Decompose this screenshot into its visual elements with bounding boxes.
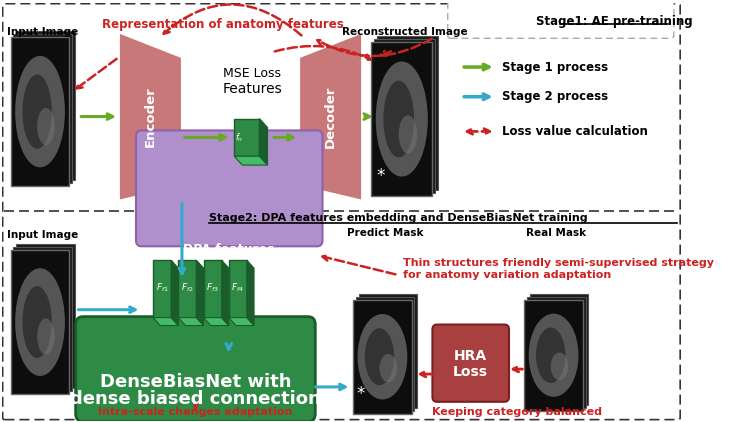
FancyBboxPatch shape xyxy=(11,250,69,394)
FancyBboxPatch shape xyxy=(448,0,674,38)
Text: Decoder: Decoder xyxy=(324,85,337,148)
FancyBboxPatch shape xyxy=(153,260,171,318)
Text: $f_n$: $f_n$ xyxy=(234,131,243,143)
FancyBboxPatch shape xyxy=(136,130,323,246)
FancyBboxPatch shape xyxy=(356,297,415,411)
Ellipse shape xyxy=(550,352,569,380)
Text: Reconstructed Image: Reconstructed Image xyxy=(342,27,467,38)
Text: *: * xyxy=(356,385,364,403)
Text: $F_{f3}$: $F_{f3}$ xyxy=(206,281,219,294)
Text: $F_{f1}$: $F_{f1}$ xyxy=(155,281,169,294)
Text: Representation of anatomy features: Representation of anatomy features xyxy=(102,18,343,30)
Text: DenseBiasNet with: DenseBiasNet with xyxy=(100,373,291,391)
FancyBboxPatch shape xyxy=(179,260,196,318)
Text: Thin structures friendly semi-supervised strategy
for anatomy variation adaptati: Thin structures friendly semi-supervised… xyxy=(403,258,714,280)
Ellipse shape xyxy=(23,286,52,358)
FancyBboxPatch shape xyxy=(228,260,247,318)
Polygon shape xyxy=(222,260,228,325)
FancyBboxPatch shape xyxy=(376,36,438,190)
Polygon shape xyxy=(228,318,254,325)
Polygon shape xyxy=(259,119,268,165)
FancyBboxPatch shape xyxy=(14,247,72,391)
Ellipse shape xyxy=(37,108,55,145)
Text: Keeping category balanced: Keeping category balanced xyxy=(432,407,602,417)
Ellipse shape xyxy=(15,56,65,168)
FancyBboxPatch shape xyxy=(75,316,315,422)
Text: Input Image: Input Image xyxy=(7,27,78,38)
Ellipse shape xyxy=(15,268,65,376)
Polygon shape xyxy=(153,318,179,325)
FancyBboxPatch shape xyxy=(16,31,75,180)
Ellipse shape xyxy=(357,314,407,400)
FancyBboxPatch shape xyxy=(204,260,222,318)
Text: $F_{f4}$: $F_{f4}$ xyxy=(231,281,244,294)
Text: Encoder: Encoder xyxy=(144,86,157,147)
Text: dense biased connection: dense biased connection xyxy=(70,390,321,408)
Polygon shape xyxy=(171,260,179,325)
Ellipse shape xyxy=(37,319,55,354)
Text: Intra-scale changes adaptation: Intra-scale changes adaptation xyxy=(98,407,293,417)
Polygon shape xyxy=(234,156,268,165)
FancyBboxPatch shape xyxy=(359,294,417,408)
FancyBboxPatch shape xyxy=(524,300,583,411)
Text: Stage 2 process: Stage 2 process xyxy=(502,90,608,103)
Polygon shape xyxy=(179,318,204,325)
Ellipse shape xyxy=(379,354,397,382)
FancyBboxPatch shape xyxy=(353,300,412,414)
Text: Features: Features xyxy=(222,82,282,96)
Ellipse shape xyxy=(383,81,414,157)
FancyBboxPatch shape xyxy=(432,325,509,402)
Ellipse shape xyxy=(23,74,52,149)
Text: Stage 1 process: Stage 1 process xyxy=(502,60,608,73)
Ellipse shape xyxy=(365,328,394,385)
FancyBboxPatch shape xyxy=(14,34,72,183)
Polygon shape xyxy=(119,32,182,201)
Polygon shape xyxy=(204,318,228,325)
FancyBboxPatch shape xyxy=(530,294,588,405)
Polygon shape xyxy=(196,260,204,325)
Text: $F_{f2}$: $F_{f2}$ xyxy=(181,281,194,294)
Text: Stage2: DPA features embedding and DenseBiasNet training: Stage2: DPA features embedding and Dense… xyxy=(209,213,587,223)
Text: Predict Mask: Predict Mask xyxy=(347,228,423,238)
Ellipse shape xyxy=(375,62,428,177)
Ellipse shape xyxy=(529,314,578,397)
Text: MSE Loss: MSE Loss xyxy=(223,67,281,80)
FancyBboxPatch shape xyxy=(374,39,435,193)
Polygon shape xyxy=(247,260,254,325)
Text: Loss value calculation: Loss value calculation xyxy=(502,125,648,138)
FancyBboxPatch shape xyxy=(371,42,432,196)
Text: *: * xyxy=(376,167,385,185)
FancyBboxPatch shape xyxy=(527,297,586,408)
Ellipse shape xyxy=(399,115,417,154)
Text: Input Image: Input Image xyxy=(7,230,78,241)
FancyBboxPatch shape xyxy=(16,244,75,388)
FancyBboxPatch shape xyxy=(234,119,259,156)
Text: Stage1: AE pre-training: Stage1: AE pre-training xyxy=(536,15,693,27)
Text: DPA features: DPA features xyxy=(183,243,275,256)
Ellipse shape xyxy=(536,327,566,383)
Text: Real Mask: Real Mask xyxy=(526,228,587,238)
FancyBboxPatch shape xyxy=(11,37,69,186)
Polygon shape xyxy=(299,32,362,201)
Text: HRA
Loss: HRA Loss xyxy=(453,349,488,379)
